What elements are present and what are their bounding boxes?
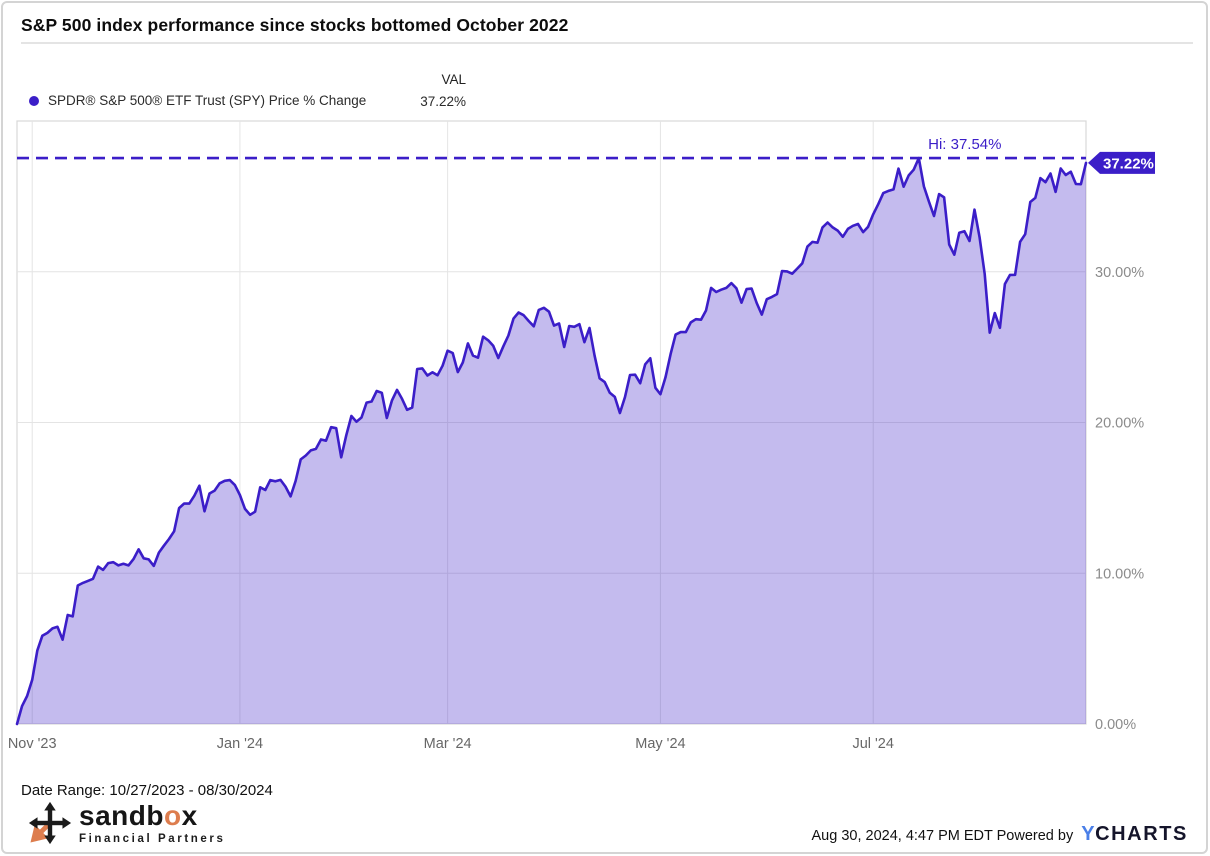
title-divider	[21, 42, 1193, 44]
last-value-badge	[1088, 151, 1155, 174]
cross-arrows	[36, 809, 64, 837]
x-axis-label: Jan '24	[217, 736, 263, 752]
x-axis-label: Mar '24	[424, 736, 472, 752]
x-axis-label: Jul '24	[852, 736, 893, 752]
ycharts-logo: YCHARTS	[1081, 823, 1188, 846]
legend-val-header: VAL	[441, 72, 466, 87]
ycharts-wordmark: CHARTS	[1095, 823, 1188, 845]
date-range-label: Date Range: 10/27/2023 - 08/30/2024	[21, 782, 273, 799]
ycharts-y-icon: Y	[1081, 823, 1096, 845]
last-value-label: 37.22%	[1103, 155, 1154, 172]
x-axis-label: Nov '23	[8, 736, 57, 752]
y-axis-label: 0.00%	[1095, 717, 1136, 733]
price-chart: Hi: 37.54% 37.22% 0.00% 10.00% 20.00% 30.00% N…	[8, 120, 1155, 752]
page-title: S&P 500 index performance since stocks b…	[21, 15, 569, 35]
logo-word-post: x	[181, 799, 198, 831]
logo-wordmark: sandbox	[79, 799, 226, 831]
legend: SPDR® S&P 500® ETF Trust (SPY) Price % C…	[29, 93, 366, 108]
area-fill	[17, 158, 1086, 725]
legend-series-value: 37.22%	[420, 94, 466, 109]
y-axis-label: 20.00%	[1095, 416, 1144, 432]
x-axis-label: May '24	[635, 736, 685, 752]
arrowheads	[28, 801, 72, 845]
logo-text: sandbox Financial Partners	[79, 799, 226, 845]
logo-word-pre: sandb	[79, 799, 164, 831]
sandbox-logo: sandbox Financial Partners	[27, 800, 226, 846]
logo-word-o: o	[163, 799, 182, 831]
attribution: Aug 30, 2024, 4:47 PM EDT Powered by YCH…	[812, 823, 1188, 846]
high-label: Hi: 37.54%	[928, 136, 1001, 153]
y-axis-label: 10.00%	[1095, 566, 1144, 582]
y-axis-label: 30.00%	[1095, 265, 1144, 281]
price-line	[15, 156, 1088, 726]
legend-series-label: SPDR® S&P 500® ETF Trust (SPY) Price % C…	[48, 93, 367, 108]
series-dot-icon	[29, 95, 39, 106]
logo-subtitle: Financial Partners	[79, 832, 226, 845]
four-way-arrows-icon	[28, 801, 72, 845]
timestamp-powered-by: Aug 30, 2024, 4:47 PM EDT Powered by	[811, 828, 1074, 844]
